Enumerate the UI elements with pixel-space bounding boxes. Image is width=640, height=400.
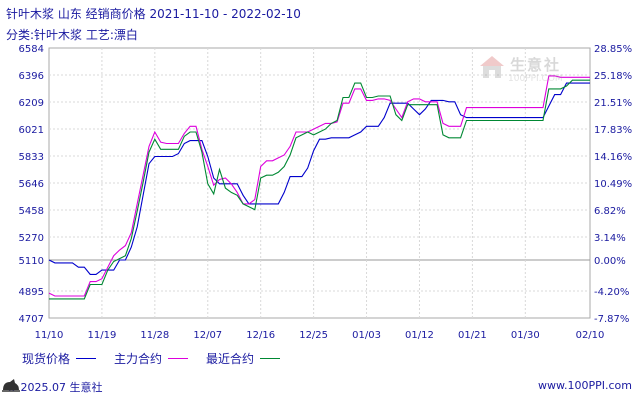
x-tick-label: 01/21 <box>458 330 487 341</box>
series-line-1 <box>48 75 590 297</box>
watermark-logo: 生意社 100PPI.COM <box>478 54 568 96</box>
chart-title: 针叶木浆 山东 经销商价格 2021-11-10 - 2022-02-10 <box>6 7 301 21</box>
y-tick-left: 5646 <box>19 179 44 190</box>
legend-swatch-latest <box>260 358 281 359</box>
x-tick-label: 11/10 <box>35 330 64 341</box>
legend-label-main: 主力合约 <box>114 352 163 366</box>
y-tick-left: 6584 <box>19 44 44 55</box>
x-tick-label: 12/16 <box>246 330 275 341</box>
y-tick-left: 6021 <box>19 125 44 136</box>
x-tick-label: 11/28 <box>140 330 169 341</box>
watermark-en: 100PPI.COM <box>508 74 563 84</box>
legend-label-latest: 最近合约 <box>206 352 255 366</box>
y-tick-right: 3.14% <box>594 233 626 244</box>
y-tick-right: 14.16% <box>594 152 632 163</box>
y-tick-right: 6.82% <box>594 206 626 217</box>
chart-legend: 现货价格 主力合约 最近合约 <box>22 350 298 367</box>
x-tick-label: 12/07 <box>193 330 222 341</box>
site-link[interactable]: www.100PPI.com <box>538 379 632 392</box>
legend-item-spot: 现货价格 <box>22 350 97 367</box>
series-line-2 <box>49 79 590 300</box>
watermark-cn: 生意社 <box>510 56 562 74</box>
y-tick-right: -4.20% <box>594 287 629 298</box>
y-tick-left: 5270 <box>19 233 44 244</box>
y-tick-left: 6209 <box>19 98 44 109</box>
y-tick-right: 21.51% <box>594 98 632 109</box>
y-tick-right: 0.00% <box>594 256 626 267</box>
copyright-text: © 2025.07 生意社 <box>6 381 103 394</box>
legend-item-main: 主力合约 <box>114 350 189 367</box>
y-tick-right: 25.18% <box>594 71 632 82</box>
x-tick-label: 01/30 <box>511 330 540 341</box>
y-tick-left: 6396 <box>19 71 44 82</box>
y-tick-left: 5833 <box>19 152 44 163</box>
x-tick-label: 02/10 <box>576 330 605 341</box>
y-tick-left: 5110 <box>19 256 44 267</box>
legend-item-latest: 最近合约 <box>206 350 281 367</box>
series-line-0 <box>48 82 590 275</box>
y-tick-right: -7.87% <box>594 314 629 325</box>
y-tick-left: 5458 <box>19 206 44 217</box>
y-tick-left: 4895 <box>19 287 44 298</box>
house-logo-icon <box>480 56 504 78</box>
y-tick-right: 28.85% <box>594 44 632 55</box>
legend-swatch-main <box>168 358 189 359</box>
y-tick-right: 10.49% <box>594 179 632 190</box>
legend-label-spot: 现货价格 <box>22 352 71 366</box>
plot-area <box>48 47 591 319</box>
x-tick-label: 01/12 <box>405 330 434 341</box>
x-tick-label: 11/19 <box>88 330 117 341</box>
cat-mascot-icon <box>2 379 20 392</box>
chart-subtitle: 分类:针叶木浆 工艺:漂白 <box>6 28 138 42</box>
y-tick-left: 4707 <box>19 314 44 325</box>
y-tick-right: 17.83% <box>594 125 632 136</box>
x-tick-label: 01/03 <box>352 330 381 341</box>
legend-swatch-spot <box>76 358 97 359</box>
x-tick-label: 12/25 <box>299 330 328 341</box>
